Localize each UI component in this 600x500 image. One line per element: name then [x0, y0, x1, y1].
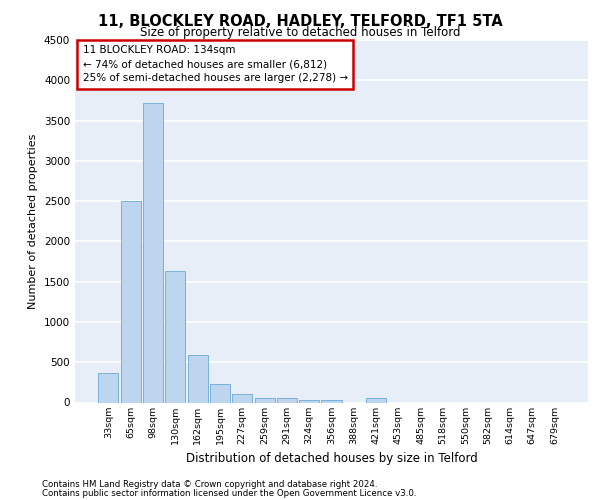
- Bar: [277, 398, 297, 402]
- Text: Size of property relative to detached houses in Telford: Size of property relative to detached ho…: [140, 26, 460, 39]
- Text: 11, BLOCKLEY ROAD, HADLEY, TELFORD, TF1 5TA: 11, BLOCKLEY ROAD, HADLEY, TELFORD, TF1 …: [98, 14, 502, 29]
- X-axis label: Distribution of detached houses by size in Telford: Distribution of detached houses by size …: [185, 452, 478, 465]
- Bar: [188, 355, 208, 403]
- Bar: [254, 398, 275, 402]
- Bar: [143, 103, 163, 403]
- Bar: [232, 394, 252, 402]
- Y-axis label: Number of detached properties: Number of detached properties: [28, 134, 38, 309]
- Bar: [210, 384, 230, 402]
- Text: 11 BLOCKLEY ROAD: 134sqm
← 74% of detached houses are smaller (6,812)
25% of sem: 11 BLOCKLEY ROAD: 134sqm ← 74% of detach…: [83, 46, 348, 84]
- Text: Contains HM Land Registry data © Crown copyright and database right 2024.: Contains HM Land Registry data © Crown c…: [42, 480, 377, 489]
- Bar: [322, 400, 341, 402]
- Bar: [98, 372, 118, 402]
- Bar: [366, 398, 386, 402]
- Bar: [299, 400, 319, 402]
- Text: Contains public sector information licensed under the Open Government Licence v3: Contains public sector information licen…: [42, 488, 416, 498]
- Bar: [121, 201, 141, 402]
- Bar: [165, 271, 185, 402]
